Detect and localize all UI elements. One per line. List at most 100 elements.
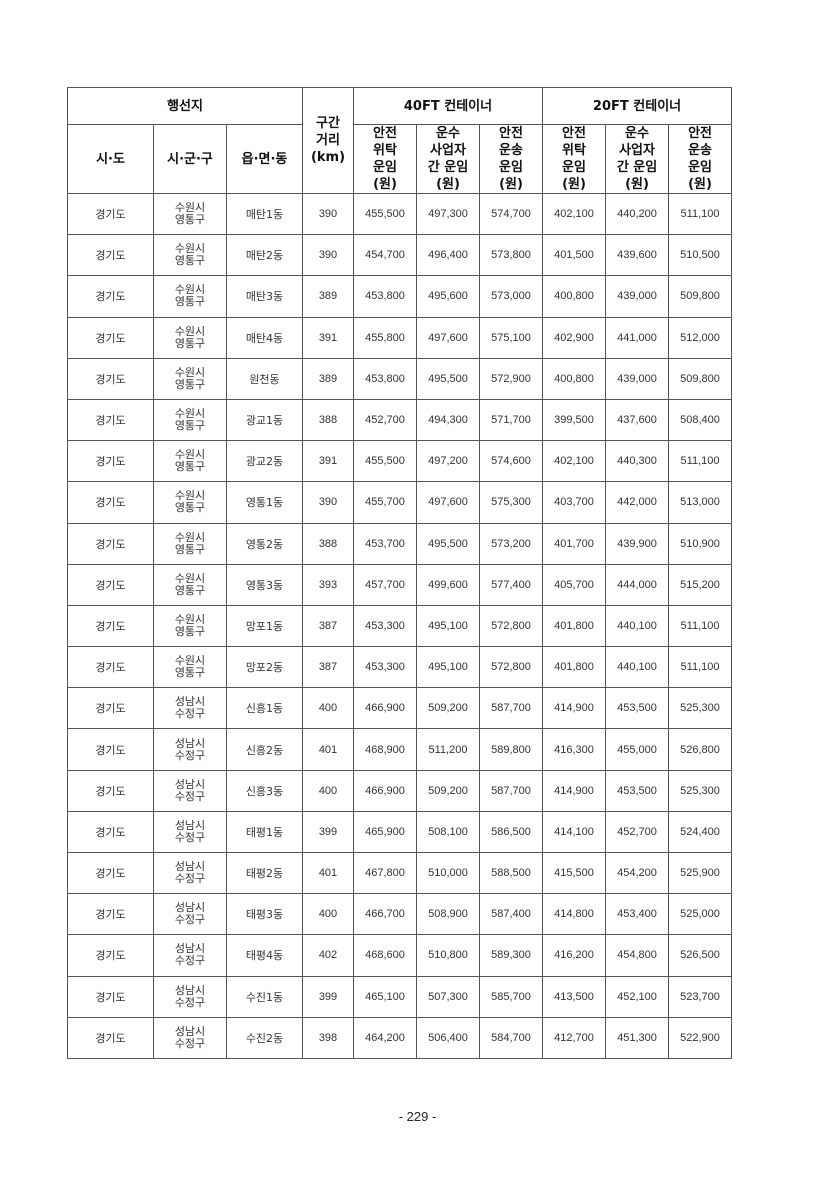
cell-40ft-safety-consign: 465,100 [353,975,417,1018]
table-row: 경기도 수원시 영통구 매탄3동 389 453,800 495,600 573,000 400… [67,275,733,318]
cell-sigungu: 수원시 영통구 [153,646,227,689]
cell-20ft-safety-consign: 400,800 [542,357,607,400]
cell-sigungu: 성남시 수정구 [153,769,227,812]
cell-40ft-safety-transport: 572,800 [478,604,544,648]
cell-40ft-carrier: 495,100 [416,646,480,689]
cell-20ft-carrier: 440,100 [605,604,670,648]
cell-distance: 400 [302,687,354,730]
cell-40ft-safety-consign: 453,300 [353,646,417,689]
cell-40ft-safety-consign: 455,500 [353,192,417,236]
cell-sigungu: 수원시 영통구 [153,357,227,400]
cell-sigungu: 성남시 수정구 [153,934,227,977]
header-40ft: 40FT 컨테이너 [352,87,544,125]
cell-40ft-carrier: 494,300 [416,398,480,442]
cell-20ft-safety-consign: 405,700 [542,563,607,606]
table-row: 경기도 수원시 영통구 망포1동 387 453,300 495,100 572,800 401… [67,604,733,648]
cell-40ft-safety-consign: 468,900 [353,728,417,771]
table-row: 경기도 수원시 영통구 광교1동 388 452,700 494,300 571,700 399… [67,398,733,442]
cell-20ft-carrier: 439,000 [605,275,670,318]
cell-sido: 경기도 [67,604,154,648]
cell-40ft-safety-consign: 453,800 [353,275,417,318]
cell-40ft-safety-transport: 573,000 [478,275,544,318]
cell-20ft-safety-transport: 515,200 [668,563,733,606]
cell-eupmyeondong: 태평3동 [226,893,303,936]
cell-40ft-safety-consign: 467,800 [353,851,417,895]
cell-distance: 399 [302,975,354,1018]
cell-20ft-safety-consign: 401,800 [542,646,607,689]
cell-20ft-safety-consign: 402,100 [542,440,607,483]
table-row: 경기도 성남시 수정구 태평3동 400 466,700 508,900 587,400 414… [67,893,733,936]
table-row: 경기도 수원시 영통구 매탄4동 391 455,800 497,600 575,100 402… [67,316,733,359]
cell-20ft-safety-consign: 401,800 [542,604,607,648]
cell-20ft-carrier: 454,800 [605,934,670,977]
cell-20ft-safety-transport: 508,400 [668,398,733,442]
cell-20ft-safety-consign: 401,500 [542,234,607,277]
cell-20ft-safety-transport: 524,400 [668,810,733,854]
cell-distance: 399 [302,810,354,854]
cell-20ft-safety-consign: 416,200 [542,934,607,977]
cell-40ft-safety-transport: 588,500 [478,851,544,895]
cell-40ft-safety-transport: 584,700 [478,1016,544,1059]
cell-20ft-safety-transport: 510,900 [668,522,733,565]
cell-sigungu: 수원시 영통구 [153,192,227,236]
cell-40ft-carrier: 510,800 [416,934,480,977]
cell-eupmyeondong: 신흥1동 [226,687,303,730]
cell-20ft-safety-transport: 523,700 [668,975,733,1018]
cell-20ft-safety-transport: 525,900 [668,851,733,895]
cell-sigungu: 수원시 영통구 [153,481,227,524]
cell-20ft-carrier: 452,700 [605,810,670,854]
header-sido: 시·도 [67,124,154,194]
cell-20ft-safety-consign: 412,700 [542,1016,607,1059]
cell-distance: 387 [302,646,354,689]
cell-20ft-safety-consign: 415,500 [542,851,607,895]
table-row: 경기도 수원시 영통구 영통3동 393 457,700 499,600 577,400 405… [67,563,733,606]
cell-20ft-safety-consign: 413,500 [542,975,607,1018]
cell-40ft-carrier: 508,900 [416,893,480,936]
cell-40ft-carrier: 495,600 [416,275,480,318]
table-row: 경기도 성남시 수정구 수진2동 398 464,200 506,400 584,700 412… [67,1016,733,1059]
cell-distance: 389 [302,275,354,318]
cell-40ft-safety-transport: 587,400 [478,893,544,936]
cell-sigungu: 성남시 수정구 [153,810,227,854]
cell-sido: 경기도 [67,687,154,730]
cell-eupmyeondong: 광교1동 [226,398,303,442]
cell-sigungu: 수원시 영통구 [153,563,227,606]
cell-20ft-carrier: 454,200 [605,851,670,895]
cell-40ft-safety-transport: 589,300 [478,934,544,977]
cell-20ft-safety-consign: 400,800 [542,275,607,318]
cell-sido: 경기도 [67,192,154,236]
cell-20ft-safety-consign: 414,900 [542,687,607,730]
cell-sigungu: 성남시 수정구 [153,687,227,730]
cell-40ft-safety-transport: 575,300 [478,481,544,524]
cell-sido: 경기도 [67,893,154,936]
table-row: 경기도 수원시 영통구 영통1동 390 455,700 497,600 575,300 403… [67,481,733,524]
cell-20ft-safety-consign: 399,500 [542,398,607,442]
cell-20ft-carrier: 439,900 [605,522,670,565]
cell-sido: 경기도 [67,398,154,442]
cell-20ft-safety-transport: 526,800 [668,728,733,771]
table-row: 경기도 성남시 수정구 태평4동 402 468,600 510,800 589,300 416… [67,934,733,977]
cell-20ft-carrier: 455,000 [605,728,670,771]
header-20ft-safety-transport: 안전 운송 운임 (원) [668,124,733,194]
cell-sido: 경기도 [67,234,154,277]
cell-eupmyeondong: 수진1동 [226,975,303,1018]
cell-20ft-safety-consign: 414,900 [542,769,607,812]
cell-distance: 390 [302,481,354,524]
cell-40ft-safety-transport: 577,400 [478,563,544,606]
table-row: 경기도 수원시 영통구 망포2동 387 453,300 495,100 572,800 401… [67,646,733,689]
cell-distance: 389 [302,357,354,400]
cell-sido: 경기도 [67,522,154,565]
cell-40ft-carrier: 497,600 [416,316,480,359]
cell-20ft-safety-consign: 416,300 [542,728,607,771]
cell-sido: 경기도 [67,440,154,483]
cell-20ft-safety-transport: 525,300 [668,769,733,812]
cell-eupmyeondong: 영통3동 [226,563,303,606]
header-eupmyeondong: 읍·면·동 [226,124,303,194]
cell-eupmyeondong: 매탄4동 [226,316,303,359]
cell-40ft-carrier: 507,300 [416,975,480,1018]
cell-40ft-safety-transport: 573,800 [478,234,544,277]
cell-40ft-safety-consign: 457,700 [353,563,417,606]
cell-40ft-safety-transport: 587,700 [478,687,544,730]
header-distance: 구간 거리 (km) [302,87,354,194]
cell-40ft-carrier: 495,500 [416,522,480,565]
